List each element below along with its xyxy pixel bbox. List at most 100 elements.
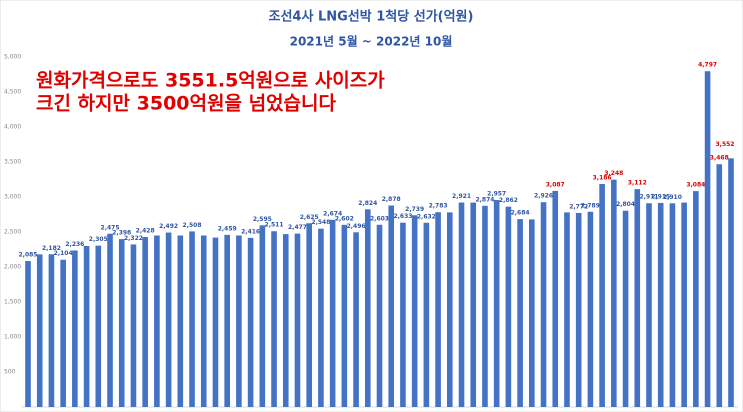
bar: [212, 237, 219, 407]
bar: [189, 231, 195, 407]
data-label: 2,496: [347, 223, 366, 230]
data-label: 2,305: [89, 236, 108, 243]
bar: [693, 191, 699, 407]
bar: [36, 254, 43, 407]
bar: [657, 202, 664, 407]
bar: [107, 233, 113, 407]
chart-title: 조선4사 LNG선박 1척당 선가(억원): [269, 9, 474, 25]
bar: [142, 237, 148, 407]
data-label: 2,322: [124, 235, 143, 242]
data-label: 3,112: [628, 180, 647, 187]
data-label: 2,602: [335, 215, 354, 222]
bar: [247, 237, 254, 407]
data-label: 2,874: [475, 196, 494, 203]
data-label: 2,878: [382, 196, 401, 203]
bar: [622, 210, 629, 407]
bar: [400, 222, 406, 407]
data-label: 2,428: [136, 228, 155, 235]
data-label: 2,772: [569, 203, 588, 210]
bar: [564, 212, 570, 407]
data-label: 2,862: [499, 197, 518, 204]
data-label: 2,957: [487, 191, 506, 198]
data-label: 2,182: [42, 245, 61, 252]
data-label: 2,789: [581, 202, 600, 209]
bar: [458, 202, 465, 407]
data-label: 2,915: [651, 193, 670, 200]
data-label: 2,459: [218, 225, 237, 232]
data-label: 3,087: [546, 181, 565, 188]
y-tick-label: 1,000: [4, 334, 21, 341]
bar: [72, 250, 78, 407]
y-tick-label: 3,000: [4, 194, 21, 201]
data-label: 2,824: [358, 200, 377, 207]
bar: [271, 231, 277, 407]
data-label: 3,248: [604, 170, 623, 177]
bar: [236, 235, 242, 407]
y-tick-label: 4,000: [4, 124, 21, 131]
data-label: 2,416: [241, 228, 260, 235]
data-label: 2,783: [429, 203, 448, 210]
bar: [294, 233, 301, 407]
bar: [599, 183, 605, 407]
annotation: 원화가격으로도 3551.5억원으로 사이즈가: [36, 70, 385, 92]
data-label: 2,739: [405, 206, 424, 213]
bar: [200, 235, 207, 407]
chart-subtitle: 2021년 5월 ~ 2022년 10월: [290, 34, 453, 49]
data-label: 2,625: [300, 214, 319, 221]
bar: [704, 71, 711, 408]
data-label: 2,595: [253, 216, 272, 223]
bar: [154, 235, 160, 407]
data-label: 2,603: [370, 215, 389, 222]
data-label: 2,804: [616, 201, 635, 208]
bar: [681, 202, 687, 407]
bar: [575, 212, 582, 407]
bar: [388, 205, 395, 407]
data-label: 3,084: [686, 182, 705, 189]
data-label: 2,633: [393, 213, 412, 220]
bar: [423, 222, 430, 407]
data-label: 2,921: [452, 193, 471, 200]
bar: [95, 245, 102, 407]
data-label: 2,632: [417, 213, 436, 220]
bar: [540, 202, 547, 407]
bar: [177, 235, 184, 407]
data-label: 2,508: [183, 222, 202, 229]
data-label: 2,104: [54, 250, 73, 257]
data-label: 2,511: [265, 222, 284, 229]
bar: [493, 200, 500, 407]
bar: [505, 206, 512, 407]
bar: [376, 224, 383, 407]
bar: [587, 211, 594, 407]
y-tick-label: 1,500: [4, 299, 21, 306]
bar: [83, 246, 90, 407]
bar: [329, 219, 336, 407]
bar: [728, 158, 734, 407]
data-label: 2,910: [663, 194, 682, 201]
y-tick-label: 2,000: [4, 264, 21, 271]
bar: [611, 179, 617, 407]
bar: [60, 259, 66, 407]
bar: [224, 234, 230, 407]
bar: [341, 224, 348, 407]
bar: [118, 239, 125, 407]
bar: [470, 202, 477, 407]
bar: [669, 203, 676, 407]
bar: [716, 164, 723, 407]
bar: [517, 219, 523, 407]
bar: [353, 232, 359, 407]
bar: [529, 219, 535, 407]
data-label: 2,684: [511, 210, 530, 217]
bar: [130, 244, 137, 407]
data-label: 3,186: [593, 174, 612, 181]
y-tick-label: 4,500: [4, 89, 21, 96]
data-label: 4,797: [698, 62, 717, 69]
bar: [282, 234, 289, 407]
data-label: 2,085: [19, 252, 38, 259]
data-label: 2,674: [323, 210, 342, 217]
data-label: 2,492: [159, 223, 178, 230]
bar: [306, 223, 312, 407]
y-tick-label: 5,000: [4, 54, 21, 61]
y-tick-label: 2,500: [4, 229, 21, 236]
bar: [447, 212, 453, 407]
